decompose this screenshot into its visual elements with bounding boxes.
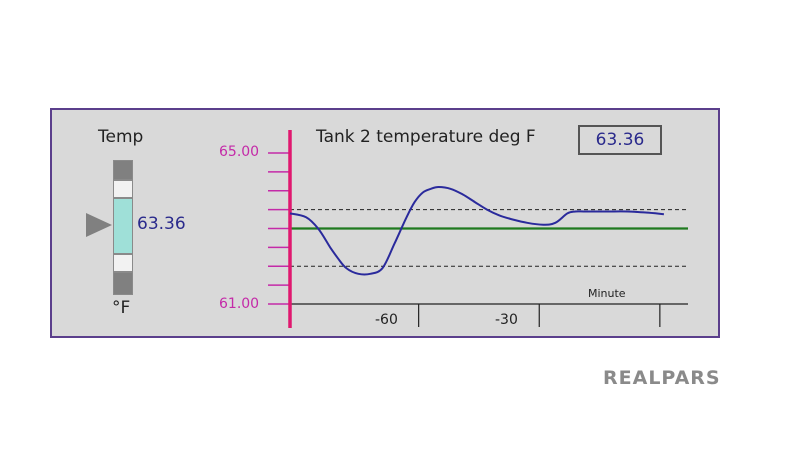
bargraph-unit: °F	[112, 298, 131, 318]
x-axis-unit-label: Minute	[588, 287, 626, 300]
bargraph-fill	[113, 198, 133, 254]
x-tick-label-30: -30	[495, 312, 518, 328]
y-tick-label-max: 65.00	[219, 144, 260, 160]
trend-title: Tank 2 temperature deg F	[316, 127, 536, 147]
temperature-trend-line	[289, 185, 665, 276]
x-tick-label-60: -60	[375, 312, 398, 328]
y-tick-label-min: 61.00	[219, 296, 260, 312]
realpars-logo: REALPARS	[603, 367, 721, 389]
level-pointer-icon	[86, 213, 112, 237]
bargraph-title: Temp	[98, 127, 144, 147]
bargraph-upper-empty	[113, 180, 133, 198]
bargraph-value: 63.36	[137, 214, 186, 234]
trend-current-value: 63.36	[578, 125, 662, 155]
bargraph-top-cap	[113, 160, 133, 180]
bargraph-lower-empty	[113, 254, 133, 272]
bargraph-bottom-cap	[113, 272, 133, 295]
